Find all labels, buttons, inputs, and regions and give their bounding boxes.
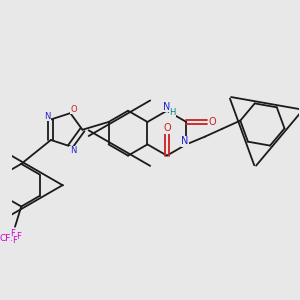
Text: N: N bbox=[163, 102, 171, 112]
Text: H: H bbox=[169, 108, 176, 117]
Text: F: F bbox=[16, 232, 21, 241]
Text: N: N bbox=[70, 146, 76, 155]
Text: CF₃: CF₃ bbox=[0, 234, 15, 243]
Text: O: O bbox=[208, 117, 216, 127]
Text: F: F bbox=[13, 236, 17, 245]
Text: O: O bbox=[163, 123, 171, 133]
Text: N: N bbox=[181, 136, 188, 146]
Text: F: F bbox=[10, 229, 15, 238]
Text: O: O bbox=[70, 105, 77, 114]
Text: N: N bbox=[44, 112, 50, 121]
